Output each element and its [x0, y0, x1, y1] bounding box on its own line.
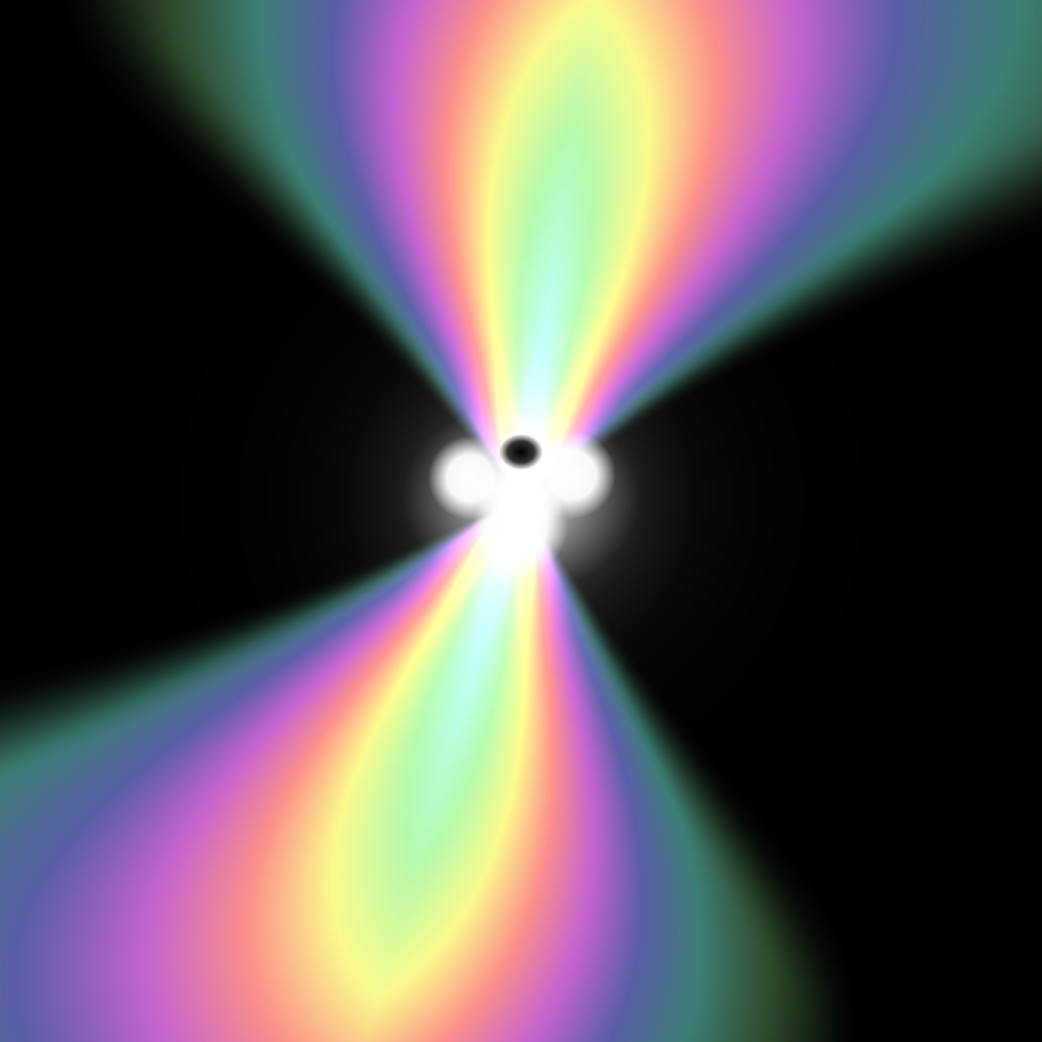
rainbow-hourglass-scene	[0, 0, 1042, 1042]
rainbow-cone-field	[0, 0, 1042, 1042]
